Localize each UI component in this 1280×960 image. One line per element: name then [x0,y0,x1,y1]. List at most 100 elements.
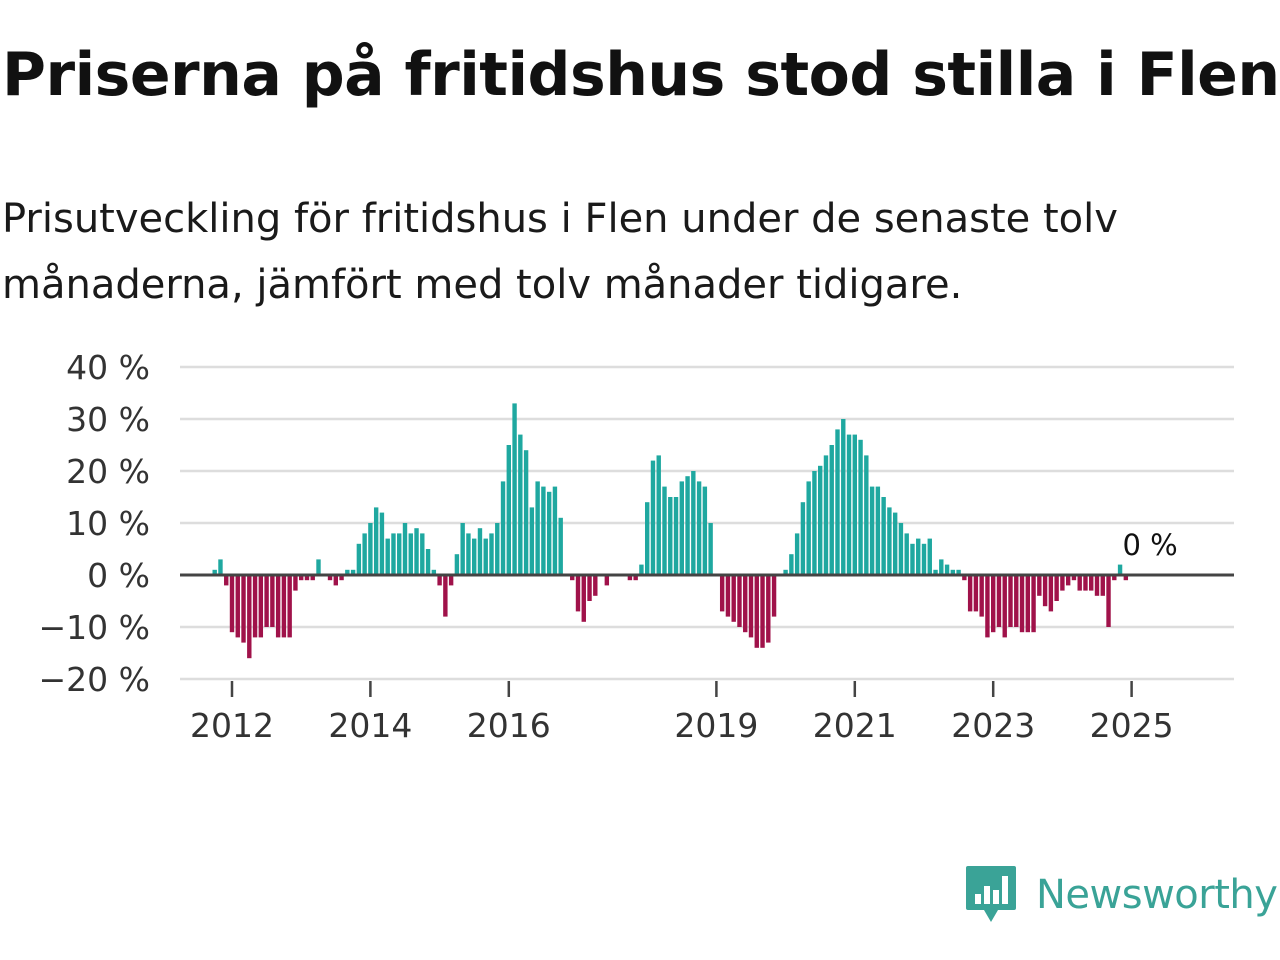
bars [212,403,1129,659]
bar [448,575,454,586]
bar [575,575,581,612]
bar [881,497,886,575]
bar [892,512,898,575]
bar [229,575,235,633]
x-tick-label: 2014 [328,706,412,745]
bar [535,481,540,575]
bar [719,575,725,612]
y-tick-label: 20 % [66,452,150,491]
bar [812,471,817,575]
bar [593,575,598,596]
bar [887,507,892,575]
bar [818,465,823,575]
bar [1042,575,1048,607]
bar [1019,575,1025,633]
bar [368,523,373,575]
bar [247,575,252,659]
bar [864,455,869,575]
bar [1071,575,1077,581]
x-tick-label: 2023 [951,706,1035,745]
bar [581,575,586,622]
y-tick-label: −10 % [39,608,151,647]
bar [345,569,350,575]
chart-title: Priserna på fritidshus stod stilla i Fle… [2,40,1280,110]
bar-chart: 40 % 30 % 20 % 10 % 0 % −10 % −20 % 2012 2014 201… [39,348,1234,745]
bar [402,523,408,575]
bar [327,575,333,581]
bar [1094,575,1100,596]
bar [552,486,558,575]
newsworthy-logo-icon [966,866,1016,922]
bar [281,575,287,638]
bar [979,575,984,617]
bar [1083,575,1088,591]
bar [696,481,702,575]
bar [1054,575,1059,601]
y-tick-label: 30 % [66,400,150,439]
bar [425,549,431,575]
bar [639,564,644,575]
bar [996,575,1002,627]
x-tick-label: 2012 [190,706,274,745]
bar [708,523,713,575]
bar [725,575,731,617]
bar [1112,575,1117,581]
bar [743,575,748,633]
bar [477,528,483,575]
bar [823,455,829,575]
bar [587,575,592,601]
bar [495,523,500,575]
bar [408,533,413,575]
bar [841,419,846,575]
bar [645,502,650,575]
bar [483,538,488,575]
bar [362,533,367,575]
bar [1031,575,1036,633]
bar [685,476,690,575]
bar [985,575,990,638]
bar [1060,575,1065,591]
bar [794,533,800,575]
brand-name: Newsworthy [1036,872,1278,918]
bar [944,564,950,575]
bar [760,575,765,648]
bar [691,471,696,575]
bar [921,543,927,575]
bar [287,575,292,638]
newsworthy-logo[interactable]: Newsworthy [964,864,1278,926]
bar [529,507,535,575]
bar [933,569,938,575]
bar [1065,575,1071,586]
bar [1100,575,1105,596]
bar [391,533,396,575]
bar [275,575,281,638]
bar [771,575,777,617]
axes [180,573,1234,697]
bar [991,575,996,633]
bar [420,533,425,575]
bar [898,523,904,575]
y-tick-label: 40 % [66,348,150,387]
bar [962,575,967,581]
bar [846,434,852,575]
bar [852,434,857,575]
bar [1002,575,1007,638]
bar [875,486,881,575]
bar [270,575,275,627]
bar [339,575,344,581]
bar [460,523,465,575]
bar [604,575,610,586]
bar [783,569,788,575]
bar [910,543,915,575]
bar [1123,575,1129,581]
bar [414,528,419,575]
bar [800,502,806,575]
bar [558,517,563,575]
bar [1014,575,1019,627]
bar [443,575,448,617]
bar [518,434,523,575]
tick-labels: 40 % 30 % 20 % 10 % 0 % −10 % −20 % 2012 2014 201… [39,348,1178,745]
bar [333,575,338,586]
bar [506,445,511,575]
bar [627,575,633,581]
